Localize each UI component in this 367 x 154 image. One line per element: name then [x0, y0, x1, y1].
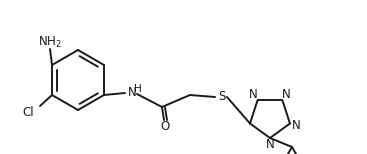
Text: S: S	[218, 91, 226, 103]
Text: N: N	[249, 88, 258, 101]
Text: N: N	[292, 119, 301, 132]
Text: O: O	[160, 120, 170, 134]
Text: N: N	[128, 87, 137, 99]
Text: NH$_2$: NH$_2$	[38, 34, 62, 50]
Text: Cl: Cl	[22, 105, 34, 118]
Text: N: N	[282, 88, 291, 101]
Text: H: H	[134, 84, 142, 94]
Text: N: N	[266, 138, 275, 152]
